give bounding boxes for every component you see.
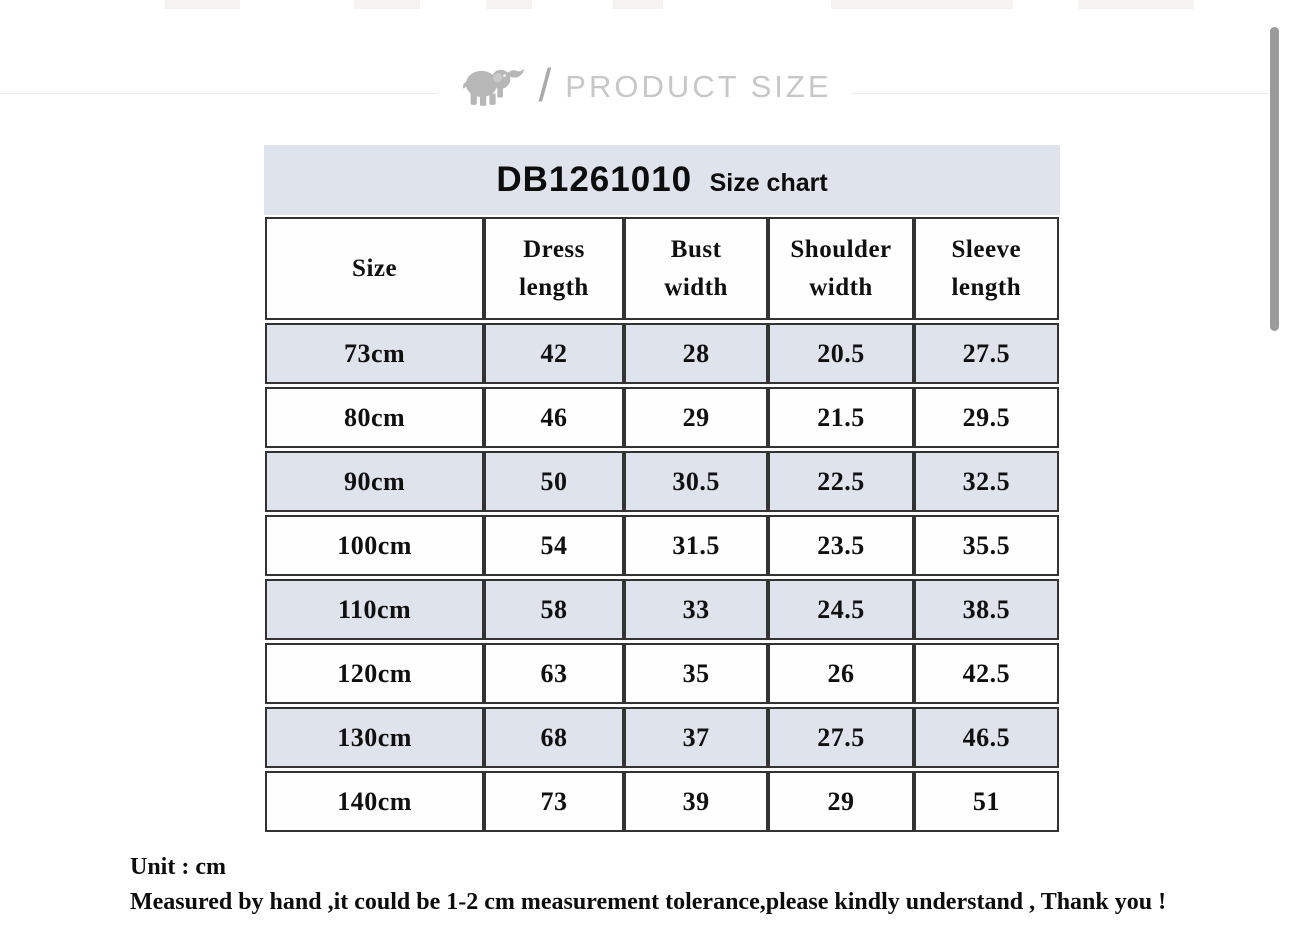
table-cell: 27.5: [768, 707, 914, 768]
table-cell: 51: [913, 771, 1059, 832]
size-cell: 73cm: [265, 323, 485, 384]
top-edge-fragment: [1078, 0, 1194, 9]
table-cell: 42: [484, 323, 624, 384]
top-edge-fragment: [354, 0, 420, 9]
table-cell: 58: [484, 579, 624, 640]
table-cell: 46: [484, 387, 624, 448]
table-header-row: Size Dress length Bust width Shoulder wi…: [265, 217, 1059, 320]
table-cell: 33: [623, 579, 769, 640]
table-cell: 32.5: [913, 451, 1059, 512]
table-row: 130cm 68 37 27.5 46.5: [265, 707, 1059, 768]
elephant-icon: [463, 68, 525, 106]
table-cell: 39: [623, 771, 769, 832]
size-chart-title-bar: DB1261010 Size chart: [264, 145, 1060, 215]
table-row: 73cm 42 28 20.5 27.5: [265, 323, 1059, 384]
table-cell: 21.5: [768, 387, 914, 448]
column-header-sleeve-length: Sleeve length: [913, 217, 1059, 320]
table-cell: 68: [484, 707, 624, 768]
size-cell: 100cm: [265, 515, 485, 576]
top-edge-fragment: [831, 0, 1013, 9]
scrollbar-thumb[interactable]: [1270, 27, 1279, 331]
size-cell: 110cm: [265, 579, 485, 640]
column-header-dress-length: Dress length: [484, 217, 624, 320]
table-cell: 26: [768, 643, 914, 704]
table-row: 140cm 73 39 29 51: [265, 771, 1059, 832]
table-cell: 27.5: [913, 323, 1059, 384]
table-cell: 46.5: [913, 707, 1059, 768]
table-row: 110cm 58 33 24.5 38.5: [265, 579, 1059, 640]
size-cell: 140cm: [265, 771, 485, 832]
slash-icon: /: [538, 59, 552, 111]
table-cell: 54: [484, 515, 624, 576]
size-cell: 120cm: [265, 643, 485, 704]
tolerance-note: Measured by hand ,it could be 1-2 cm mea…: [130, 889, 1167, 915]
size-cell: 80cm: [265, 387, 485, 448]
unit-note: Unit : cm: [130, 854, 226, 880]
table-cell: 20.5: [768, 323, 914, 384]
table-row: 100cm 54 31.5 23.5 35.5: [265, 515, 1059, 576]
table-cell: 42.5: [913, 643, 1059, 704]
table-cell: 37: [623, 707, 769, 768]
table-cell: 29: [623, 387, 769, 448]
table-cell: 29: [768, 771, 914, 832]
size-cell: 90cm: [265, 451, 485, 512]
table-cell: 73: [484, 771, 624, 832]
size-chart-label: Size chart: [709, 169, 828, 197]
table-cell: 22.5: [768, 451, 914, 512]
size-cell: 130cm: [265, 707, 485, 768]
column-header-bust-width: Bust width: [623, 217, 769, 320]
table-cell: 31.5: [623, 515, 769, 576]
notes-section: Unit : cm Measured by hand ,it could be …: [130, 854, 1166, 916]
product-size-header-inner: / PRODUCT SIZE: [438, 59, 852, 111]
table-cell: 63: [484, 643, 624, 704]
table-cell: 23.5: [768, 515, 914, 576]
table-cell: 38.5: [913, 579, 1059, 640]
table-row: 120cm 63 35 26 42.5: [265, 643, 1059, 704]
column-header-shoulder-width: Shoulder width: [768, 217, 914, 320]
table-cell: 35: [623, 643, 769, 704]
table-cell: 35.5: [913, 515, 1059, 576]
table-cell: 30.5: [623, 451, 769, 512]
table-cell: 28: [623, 323, 769, 384]
column-header-size: Size: [265, 217, 485, 320]
size-chart-table: Size Dress length Bust width Shoulder wi…: [265, 214, 1059, 835]
model-number: DB1261010: [496, 160, 693, 199]
product-size-heading: PRODUCT SIZE: [565, 69, 832, 104]
top-edge-fragment: [486, 0, 532, 9]
top-edge-fragment: [613, 0, 663, 9]
table-row: 90cm 50 30.5 22.5 32.5: [265, 451, 1059, 512]
product-size-header: / PRODUCT SIZE: [0, 62, 1290, 108]
table-cell: 50: [484, 451, 624, 512]
table-cell: 24.5: [768, 579, 914, 640]
table-row: 80cm 46 29 21.5 29.5: [265, 387, 1059, 448]
top-edge-fragment: [165, 0, 240, 9]
table-cell: 29.5: [913, 387, 1059, 448]
